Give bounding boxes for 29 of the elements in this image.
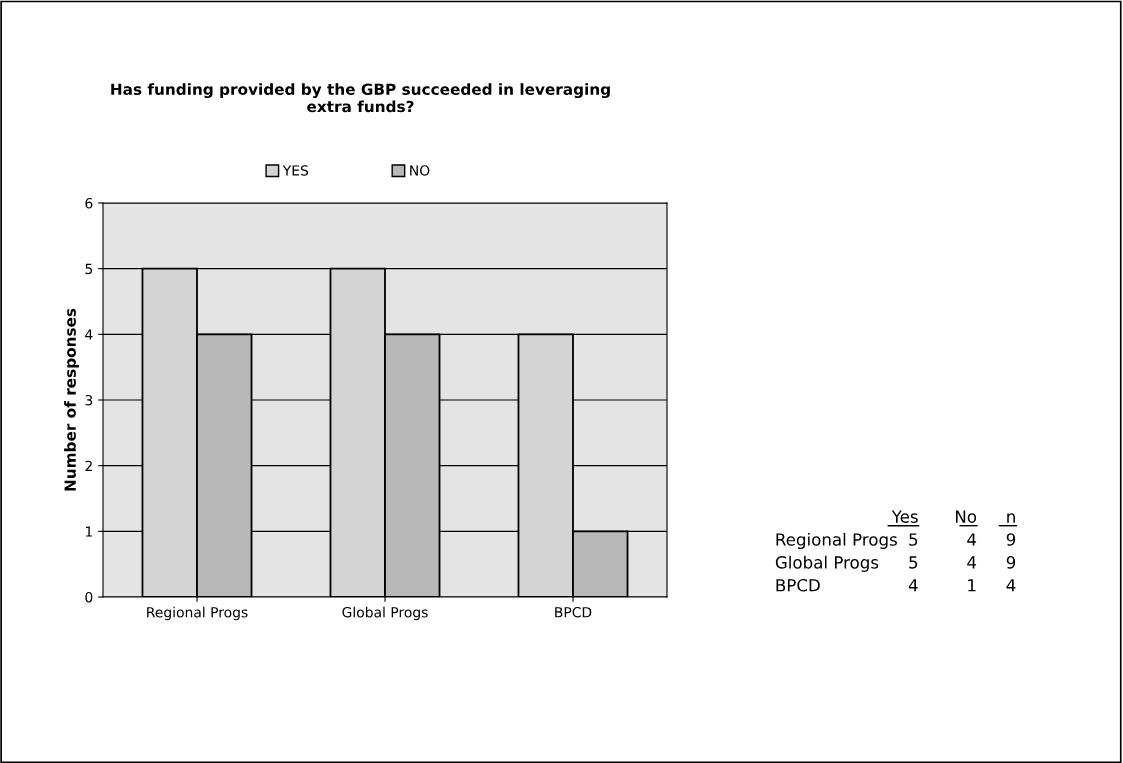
text: 5 [909,556,918,569]
legend-label: YES [282,165,309,176]
y-tick-label: 1 [85,526,92,537]
text: n [1007,513,1015,523]
text: 4 [908,579,918,592]
text: 5 [909,533,918,546]
text: Yes [891,510,918,523]
text: 4 [1006,579,1016,592]
text: 9 [1006,556,1016,569]
x-tick-label: Regional Progs [147,606,248,621]
text: No [955,510,977,523]
text: 4 [967,556,977,569]
text: 4 [967,533,977,546]
y-tick-label: 6 [85,197,93,209]
y-tick-label: 4 [85,329,93,340]
x-tick-label: Global Progs [342,606,428,621]
y-tick-label: 0 [85,591,93,603]
text: 1 [968,579,976,592]
y-tick-label: 2 [85,460,92,471]
chart-title: Has funding provided by the GBP succeeded in leveraging extra funds? [111,83,610,113]
text: BPCD [776,578,820,592]
x-tick-label: BPCD [555,606,592,618]
text: Regional Progs [776,532,897,550]
legend-label: NO [410,165,430,176]
text: Global Progs [775,555,879,572]
y-tick-label: 5 [85,263,93,275]
text: 9 [1006,533,1016,546]
y-tick-label: 3 [85,394,93,406]
y-axis-title: Number of responses [64,308,79,491]
